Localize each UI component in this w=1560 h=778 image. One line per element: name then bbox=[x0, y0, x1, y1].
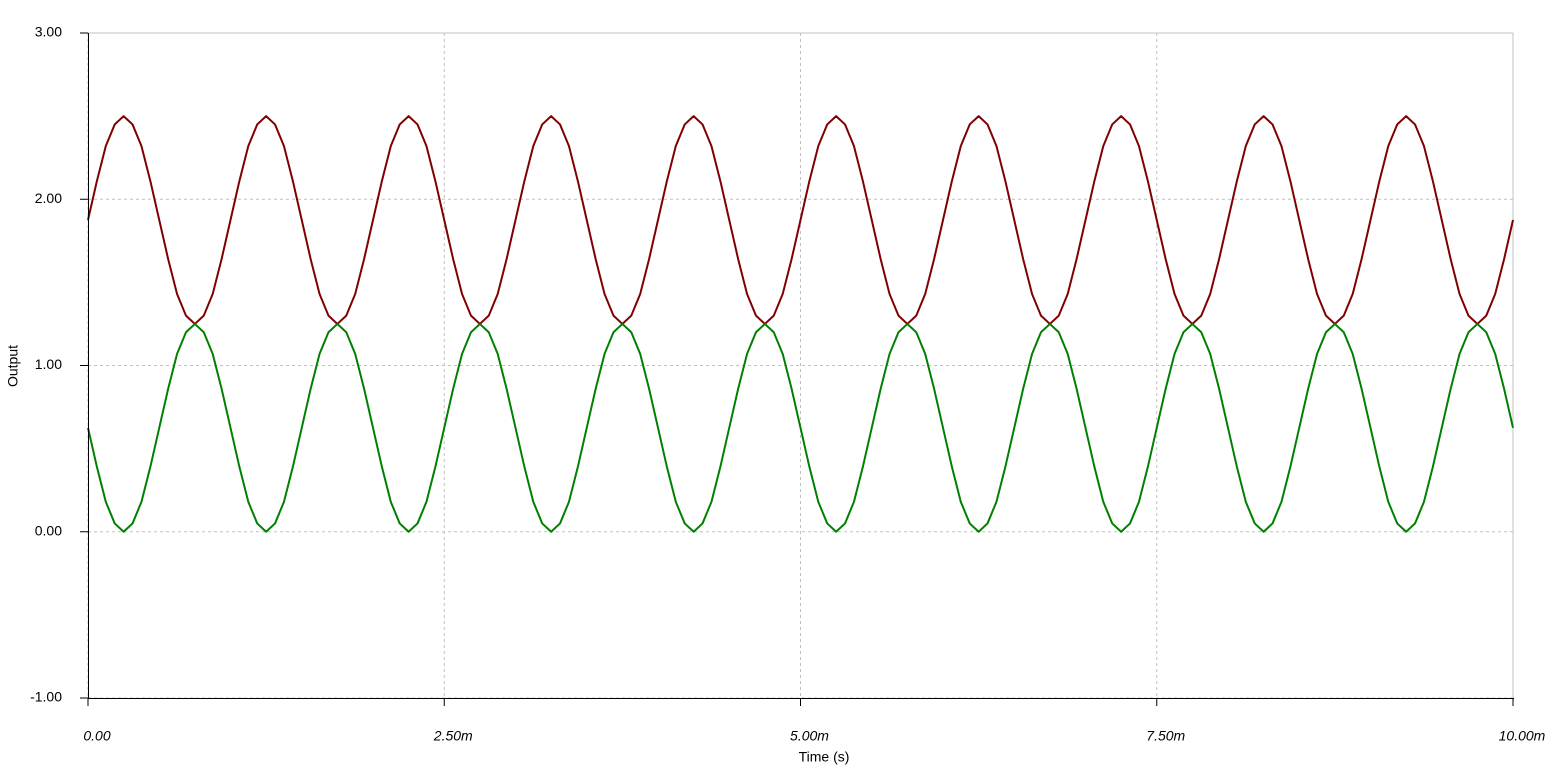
series-line bbox=[87, 115, 1514, 325]
y-tick-label: -1.00 bbox=[30, 689, 62, 705]
grid bbox=[87, 32, 1514, 699]
y-tick-label: 0.00 bbox=[35, 522, 62, 538]
series-line bbox=[87, 322, 1514, 533]
x-tick-label: 0.00 bbox=[83, 728, 110, 744]
x-tick-label: 2.50m bbox=[433, 728, 473, 744]
x-axis-label: Time (s) bbox=[799, 749, 850, 765]
x-tick-label: 7.50m bbox=[1146, 728, 1185, 744]
x-tick-label: 5.00m bbox=[790, 728, 829, 744]
y-tick-label: 3.00 bbox=[35, 24, 62, 40]
y-tick-label: 2.00 bbox=[35, 190, 62, 206]
y-axis-label: Output bbox=[5, 345, 21, 387]
x-tick-label: 10.00m bbox=[1499, 728, 1546, 744]
y-tick-label: 1.00 bbox=[35, 356, 62, 372]
lines bbox=[87, 115, 1514, 533]
